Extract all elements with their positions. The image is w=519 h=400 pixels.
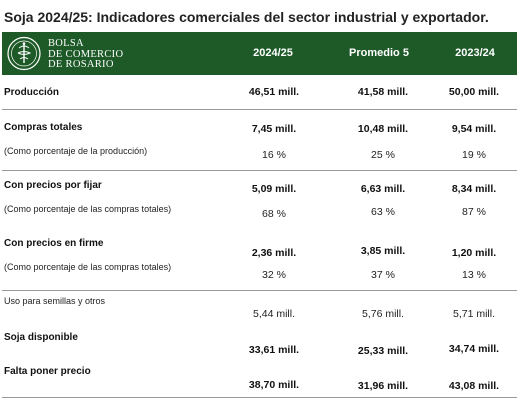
row-divider <box>2 397 517 398</box>
pct-compras-2024-25: 16 % <box>262 149 286 161</box>
value-disponible-2023-24: 34,74 mill. <box>448 343 500 355</box>
column-header-2024-25: 2024/25 <box>253 47 293 59</box>
table-header: BOLSA DE COMERCIO DE ROSARIO 2024/25 Pro… <box>2 32 517 75</box>
value-disponible-2024-25: 33,61 mill. <box>248 344 300 356</box>
pct-por-fijar-promedio: 63 % <box>371 206 395 218</box>
value-produccion-promedio: 41,58 mill. <box>357 86 409 98</box>
row-sublabel-en-firme: (Como porcentaje de las compras totales) <box>4 262 172 272</box>
value-en-firme-2024-25: 2,36 mill. <box>251 247 297 259</box>
value-por-fijar-2023-24: 8,34 mill. <box>451 183 497 195</box>
pct-por-fijar-2024-25: 68 % <box>262 208 286 220</box>
value-compras-2024-25: 7,45 mill. <box>251 123 297 135</box>
row-label-produccion: Producción <box>4 87 60 98</box>
column-header-2023-24: 2023/24 <box>455 47 495 59</box>
value-por-fijar-promedio: 6,63 mill. <box>360 183 406 195</box>
value-falta-promedio: 31,96 mill. <box>357 380 409 392</box>
value-produccion-2024-25: 46,51 mill. <box>248 86 300 98</box>
row-label-falta: Falta poner precio <box>4 366 91 377</box>
value-semillas-2023-24: 5,71 mill. <box>452 308 495 320</box>
row-divider <box>2 170 517 171</box>
row-divider <box>2 290 517 291</box>
bcr-seal-icon <box>7 36 41 71</box>
value-en-firme-2023-24: 1,20 mill. <box>451 247 497 259</box>
value-por-fijar-2024-25: 5,09 mill. <box>251 183 297 195</box>
pct-por-fijar-2023-24: 87 % <box>462 206 486 218</box>
row-label-disponible: Soja disponible <box>4 332 78 343</box>
value-compras-2023-24: 9,54 mill. <box>451 123 497 135</box>
row-label-semillas: Uso para semillas y otros <box>4 296 106 306</box>
row-label-en-firme: Con precios en firme <box>4 238 104 249</box>
value-semillas-promedio: 5,76 mill. <box>361 308 404 320</box>
value-compras-promedio: 10,48 mill. <box>357 123 409 135</box>
row-label-por-fijar: Con precios por fijar <box>4 180 102 191</box>
column-header-promedio-5: Promedio 5 <box>349 47 409 59</box>
pct-compras-promedio: 25 % <box>371 149 395 161</box>
value-en-firme-promedio: 3,85 mill. <box>360 245 406 257</box>
page-title: Soja 2024/25: Indicadores comerciales de… <box>4 9 489 25</box>
value-semillas-2024-25: 5,44 mill. <box>252 308 295 320</box>
value-produccion-2023-24: 50,00 mill. <box>448 86 500 98</box>
row-sublabel-compras: (Como porcentaje de la producción) <box>4 146 148 156</box>
pct-en-firme-2023-24: 13 % <box>462 269 486 281</box>
bcr-logo: BOLSA DE COMERCIO DE ROSARIO <box>6 35 136 72</box>
pct-en-firme-2024-25: 32 % <box>262 269 286 281</box>
value-falta-2023-24: 43,08 mill. <box>448 380 500 392</box>
row-divider <box>2 109 517 110</box>
row-label-compras: Compras totales <box>4 122 83 133</box>
pct-en-firme-promedio: 37 % <box>371 269 395 281</box>
row-sublabel-por-fijar: (Como porcentaje de las compras totales) <box>4 204 172 214</box>
value-falta-2024-25: 38,70 mill. <box>248 379 300 391</box>
pct-compras-2023-24: 19 % <box>462 149 486 161</box>
value-disponible-promedio: 25,33 mill. <box>357 345 409 357</box>
logo-text: BOLSA DE COMERCIO DE ROSARIO <box>48 38 124 70</box>
